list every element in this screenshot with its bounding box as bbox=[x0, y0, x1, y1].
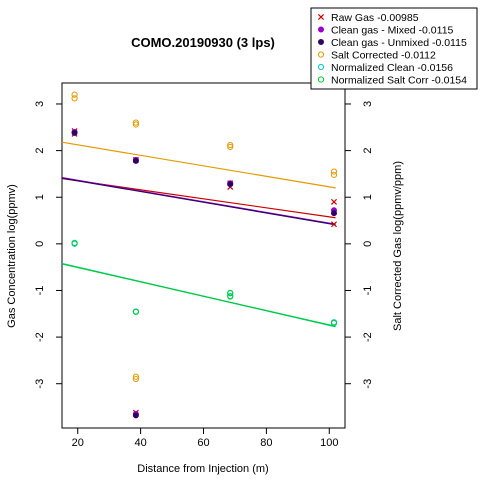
data-point bbox=[132, 412, 139, 419]
y-left-tick-label: -1 bbox=[34, 286, 46, 296]
y-axis-left: -3 -2 -1 0 1 2 3 bbox=[34, 101, 62, 389]
legend-entry-label: Normalized Salt Corr -0.0154 bbox=[331, 74, 467, 86]
x-tick-label: 100 bbox=[320, 437, 338, 449]
legend-marker bbox=[317, 39, 324, 46]
y-right-tick-label: 3 bbox=[362, 101, 374, 107]
legend-marker bbox=[317, 76, 325, 83]
data-point bbox=[227, 141, 234, 149]
x-axis: 20 40 60 80 100 bbox=[72, 428, 338, 449]
y-left-tick-label: 2 bbox=[34, 148, 46, 154]
y-right-tick-label: 2 bbox=[362, 148, 374, 154]
legend-entry-label: Clean gas - Unmixed -0.0115 bbox=[331, 37, 467, 49]
fit-line bbox=[61, 141, 336, 189]
data-point bbox=[330, 171, 338, 178]
x-stroke bbox=[330, 221, 338, 228]
legend-entry-label: Clean gas - Mixed -0.0115 bbox=[331, 24, 454, 36]
data-point bbox=[330, 198, 338, 205]
y-right-tick-label: -1 bbox=[362, 286, 374, 296]
data-point bbox=[227, 181, 234, 188]
data-point bbox=[132, 119, 139, 126]
y-right-tick-label: -3 bbox=[362, 379, 374, 389]
x-tick-label: 40 bbox=[134, 437, 146, 449]
fit-line bbox=[61, 177, 336, 226]
data-point bbox=[71, 91, 78, 98]
y-left-tick-label: 0 bbox=[34, 241, 46, 247]
legend-entry-label: Normalized Clean -0.0156 bbox=[331, 62, 453, 74]
data-point bbox=[132, 157, 139, 164]
y-axis-right-label: Salt Corrected Gas log(ppmv/ppm) bbox=[392, 161, 404, 331]
data-point bbox=[227, 290, 234, 297]
data-point bbox=[132, 308, 139, 316]
y-right-tick-label: 0 bbox=[362, 241, 374, 247]
x-tick-label: 20 bbox=[72, 437, 84, 449]
data-point bbox=[71, 95, 78, 102]
data-point bbox=[132, 373, 139, 380]
chart-title: COMO.20190930 (3 lps) bbox=[131, 35, 275, 50]
legend-marker bbox=[317, 51, 325, 58]
y-axis-right: -3 -2 -1 0 1 2 3 bbox=[345, 101, 374, 389]
data-point bbox=[71, 129, 78, 136]
data-point bbox=[132, 121, 139, 128]
legend-box bbox=[310, 7, 478, 90]
x-stroke bbox=[330, 198, 338, 205]
legend-marker bbox=[317, 63, 325, 71]
x-tick-label: 80 bbox=[260, 437, 272, 449]
y-axis-left-label: Gas Concentration log(ppmv) bbox=[6, 184, 18, 328]
data-point bbox=[330, 320, 338, 327]
legend-entry-label: Raw Gas -0.00985 bbox=[331, 12, 419, 24]
data-point bbox=[71, 239, 78, 247]
y-left-tick-label: -2 bbox=[34, 332, 46, 342]
data-point bbox=[227, 293, 234, 300]
y-right-tick-label: -2 bbox=[362, 332, 374, 342]
data-point bbox=[132, 375, 139, 383]
y-left-tick-label: -3 bbox=[34, 379, 46, 389]
data-points bbox=[71, 91, 338, 419]
y-left-tick-label: 3 bbox=[34, 101, 46, 107]
fit-line bbox=[61, 263, 336, 327]
legend-marker bbox=[317, 26, 324, 33]
x-tick-label: 60 bbox=[197, 437, 209, 449]
y-left-tick-label: 1 bbox=[34, 194, 46, 200]
data-point bbox=[330, 168, 338, 175]
data-point bbox=[227, 143, 234, 150]
legend-entry-label: Salt Corrected -0.0112 bbox=[331, 49, 436, 61]
x-axis-label: Distance from Injection (m) bbox=[137, 463, 268, 475]
fit-lines bbox=[61, 141, 336, 328]
data-point bbox=[330, 210, 337, 217]
legend-marker bbox=[317, 13, 325, 21]
x-stroke bbox=[317, 13, 325, 21]
data-point bbox=[330, 221, 338, 228]
y-right-tick-label: 1 bbox=[362, 194, 374, 200]
